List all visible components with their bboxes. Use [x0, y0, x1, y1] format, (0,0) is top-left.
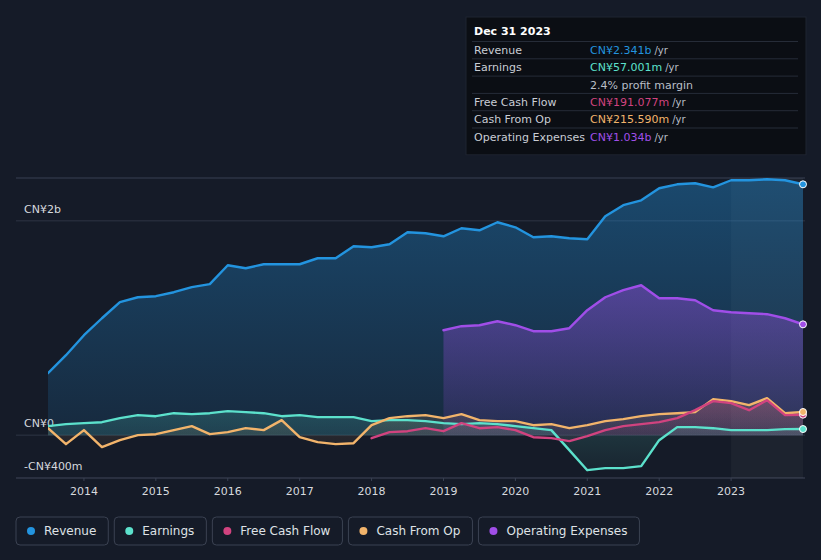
annotation-value: CN¥191.077m	[590, 96, 669, 109]
x-tick	[659, 478, 660, 481]
annotation-separator	[472, 41, 798, 42]
end-marker	[800, 426, 807, 433]
series-area	[372, 400, 803, 441]
annotation-label: Operating Expenses	[474, 131, 585, 144]
annotation-value: CN¥2.341b	[590, 44, 651, 57]
series-line	[443, 285, 803, 331]
x-tick-label: 2015	[142, 485, 170, 498]
background	[0, 0, 821, 560]
legend-label: Earnings	[142, 524, 194, 538]
annotation-label: Free Cash Flow	[474, 96, 557, 109]
legend-item: Free Cash Flow	[212, 517, 342, 545]
x-tick-label: 2017	[286, 485, 314, 498]
legend-label: Free Cash Flow	[240, 524, 330, 538]
legend-item: Revenue	[16, 517, 108, 545]
series-line	[372, 400, 803, 441]
series-area	[48, 179, 803, 435]
x-tick	[83, 478, 84, 481]
y-tick-label: CN¥2b	[24, 203, 61, 216]
x-tick	[155, 478, 156, 481]
x-tick	[371, 478, 372, 481]
annotation-unit: /yr	[654, 45, 668, 56]
x-tick	[443, 478, 444, 481]
x-tick-label: 2021	[573, 485, 601, 498]
end-marker	[800, 409, 807, 416]
annotation-title: Dec 31 2023	[474, 25, 551, 38]
annotation-unit: /yr	[654, 132, 668, 143]
series-line	[48, 179, 803, 373]
x-tick-label: 2023	[717, 485, 745, 498]
annotation-value: 2.4% profit margin	[590, 79, 693, 92]
x-tick-label: 2016	[214, 485, 242, 498]
annotation-unit: /yr	[665, 62, 679, 73]
x-tick	[227, 478, 228, 481]
annotation-separator	[472, 76, 798, 77]
legend-swatch	[125, 527, 133, 535]
annotation-separator	[472, 93, 798, 94]
legend-box	[16, 517, 108, 545]
legend-box	[478, 517, 639, 545]
annotation-separator	[472, 110, 798, 111]
annotation-separator	[472, 58, 798, 59]
legend-item: Earnings	[114, 517, 206, 545]
series-line	[48, 398, 803, 447]
annotation-label: Revenue	[474, 44, 522, 57]
legend-label: Revenue	[44, 524, 96, 538]
legend-label: Cash From Op	[376, 524, 460, 538]
annotation-label: Earnings	[474, 61, 522, 74]
legend-label: Operating Expenses	[506, 524, 627, 538]
annotation-unit: /yr	[672, 114, 686, 125]
annotation-value: CN¥57.001m	[590, 61, 662, 74]
annotation-box	[466, 17, 806, 155]
range-line	[16, 178, 805, 179]
legend-box	[348, 517, 472, 545]
legend-swatch	[27, 527, 35, 535]
series-area	[48, 398, 803, 447]
annotation-unit: /yr	[672, 97, 686, 108]
grid-line	[16, 478, 805, 479]
end-marker	[800, 181, 807, 188]
x-tick	[731, 478, 732, 481]
annotation-value: CN¥215.590m	[590, 113, 669, 126]
legend-swatch	[223, 527, 231, 535]
legend-box	[212, 517, 342, 545]
annotation-label: Cash From Op	[474, 113, 551, 126]
series-line	[48, 411, 803, 470]
x-tick-label: 2018	[358, 485, 386, 498]
range-line	[16, 478, 805, 479]
x-tick-label: 2014	[70, 485, 98, 498]
legend-item: Operating Expenses	[478, 517, 639, 545]
legend-box	[114, 517, 206, 545]
end-marker	[800, 321, 807, 328]
plot-area	[48, 178, 803, 478]
legend-item: Cash From Op	[348, 517, 472, 545]
x-tick-label: 2022	[645, 485, 673, 498]
chart: -CN¥400mCN¥0CN¥2b20142015201620172018201…	[0, 0, 821, 560]
legend-swatch	[359, 527, 367, 535]
annotation-value: CN¥1.034b	[590, 131, 651, 144]
legend-swatch	[489, 527, 497, 535]
annotation-separator	[472, 128, 798, 129]
x-tick-label: 2019	[429, 485, 457, 498]
x-tick	[515, 478, 516, 481]
x-tick	[587, 478, 588, 481]
x-tick	[299, 478, 300, 481]
x-tick-label: 2020	[501, 485, 529, 498]
y-tick-label: -CN¥400m	[24, 460, 83, 473]
